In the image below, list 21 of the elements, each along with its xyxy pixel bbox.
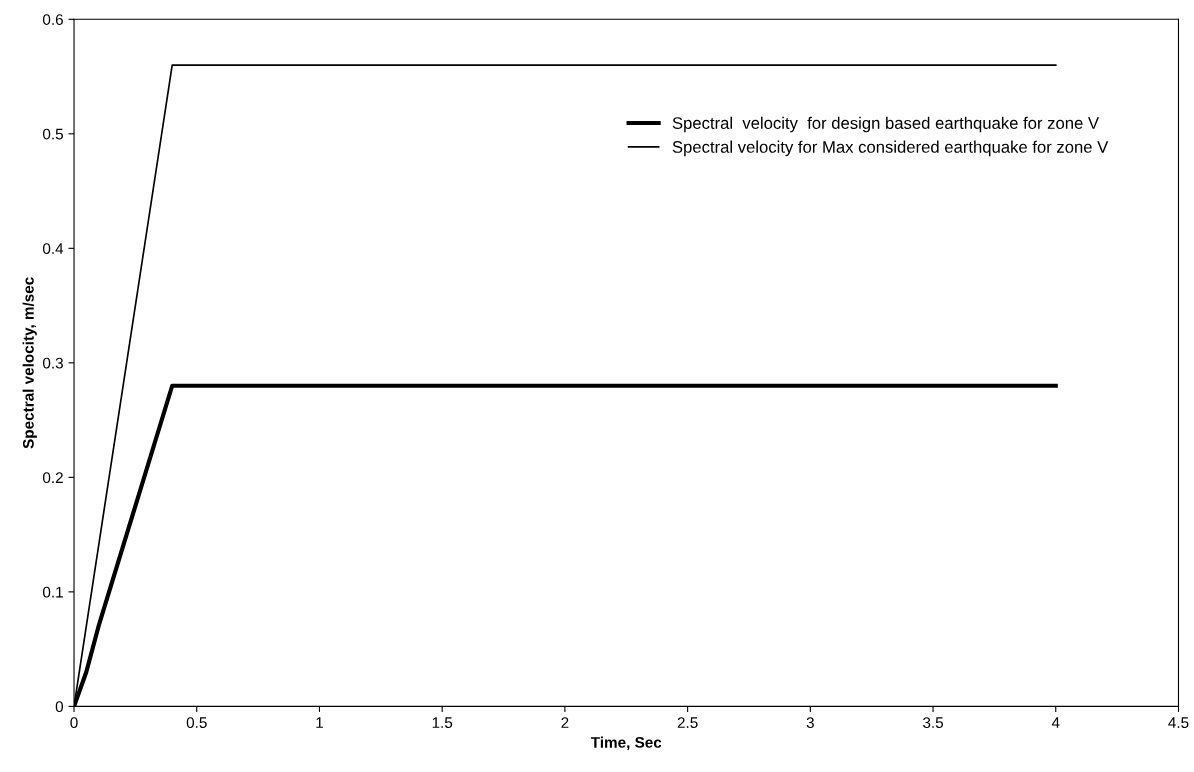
y-tick-label: 0.2 <box>42 472 63 484</box>
y-tick-label: 0.3 <box>42 357 63 369</box>
y-axis-title: Spectral velocity, m/sec <box>22 277 37 449</box>
x-tick-label: 3.5 <box>923 717 944 729</box>
x-tick-label: 3 <box>806 717 814 729</box>
y-tick-label: 0 <box>55 701 64 713</box>
x-tick-label: 1 <box>316 717 323 728</box>
x-tick-label: 0 <box>70 717 78 729</box>
y-tick-label: 0.4 <box>42 243 64 255</box>
y-tick-label: 0.5 <box>42 128 63 140</box>
y-tick-label: 0.6 <box>42 14 63 25</box>
legend-label: Spectral velocity for design based earthquake for zone V <box>672 116 1099 133</box>
y-tick-label: 0.1 <box>42 586 63 598</box>
x-tick-label: 1.5 <box>432 717 453 729</box>
x-axis-title: Time, Sec <box>590 736 662 751</box>
x-tick-label: 4 <box>1051 717 1060 728</box>
x-tick-label: 2.5 <box>677 717 698 729</box>
x-tick-label: 4.5 <box>1168 717 1189 729</box>
legend-label: Spectral velocity for Max considered earthquake for zone V <box>672 140 1109 157</box>
x-tick-label: 0.5 <box>186 717 207 729</box>
x-tick-label: 2 <box>561 717 569 728</box>
